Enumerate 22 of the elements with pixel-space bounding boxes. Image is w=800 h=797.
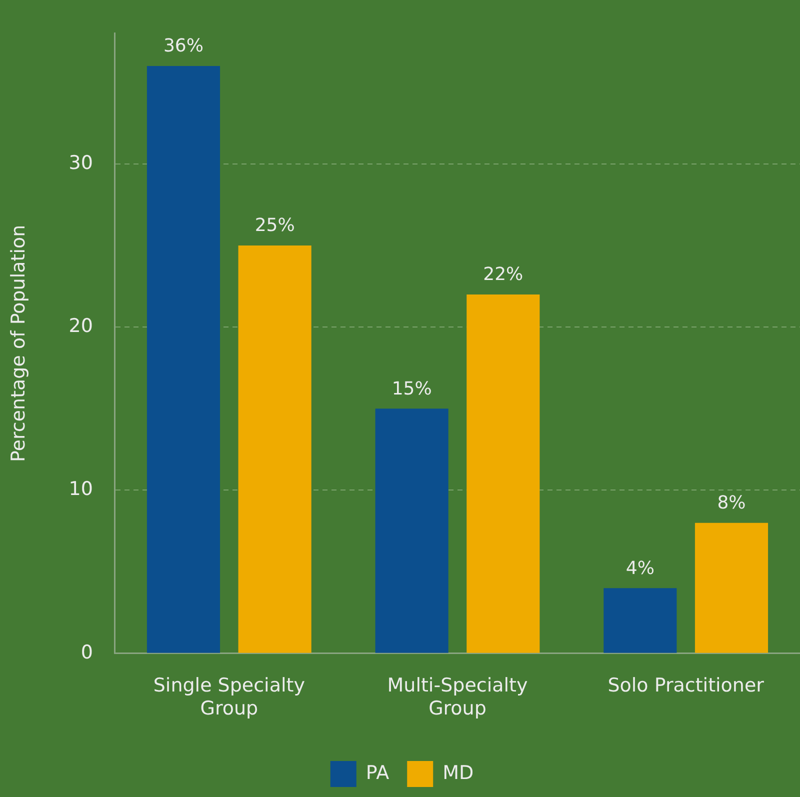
bar — [375, 408, 448, 653]
data-label: 25% — [254, 215, 295, 236]
bar — [238, 246, 312, 653]
x-tick-label: Single Specialty Group — [153, 674, 305, 720]
data-label: 15% — [392, 378, 432, 400]
y-tick-label: 0 — [80, 641, 93, 664]
data-label: 22% — [483, 264, 524, 286]
y-tick-label: 10 — [68, 478, 93, 500]
legend-label: PA — [366, 762, 390, 784]
bar — [604, 588, 677, 653]
y-tick-label: 20 — [68, 315, 93, 338]
legend-label: MD — [442, 762, 474, 784]
data-label: 36% — [163, 36, 204, 57]
y-axis-title: Percentage of Population — [7, 224, 30, 462]
data-label: 8% — [717, 492, 746, 514]
bar — [466, 294, 540, 653]
bar — [146, 66, 220, 653]
data-label: 4% — [626, 558, 654, 579]
x-tick-label: Multi-Specialty Group — [387, 674, 528, 720]
y-tick-label: 30 — [68, 152, 93, 174]
bar — [694, 522, 768, 653]
x-tick-label: Solo Practitioner — [608, 674, 764, 697]
